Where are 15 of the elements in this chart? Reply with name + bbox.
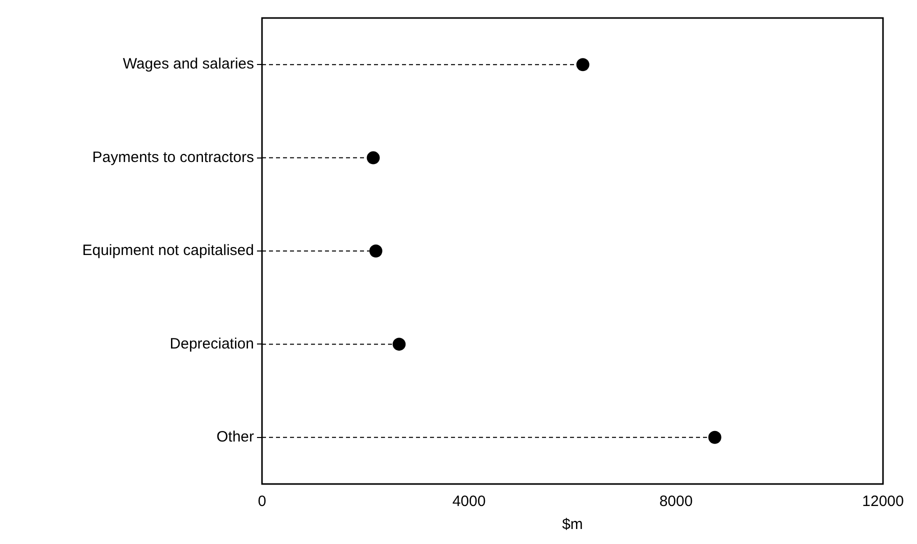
point <box>576 58 590 72</box>
y-tick-label: Payments to contractors <box>92 148 254 166</box>
y-tick-label: Equipment not capitalised <box>82 242 254 260</box>
point <box>366 151 380 164</box>
point <box>369 244 382 258</box>
x-tick-label: 12000 <box>862 493 904 510</box>
y-tick-label: Depreciation <box>170 335 254 352</box>
point <box>708 430 722 444</box>
x-axis-title: $m <box>562 516 583 534</box>
x-tick-label: 0 <box>258 493 266 510</box>
point <box>392 338 406 351</box>
x-tick-label: 4000 <box>452 493 486 510</box>
x-tick-label: 8000 <box>659 493 693 510</box>
y-tick-label: Other <box>216 428 254 446</box>
y-tick-label: Wages and salaries <box>122 56 254 73</box>
